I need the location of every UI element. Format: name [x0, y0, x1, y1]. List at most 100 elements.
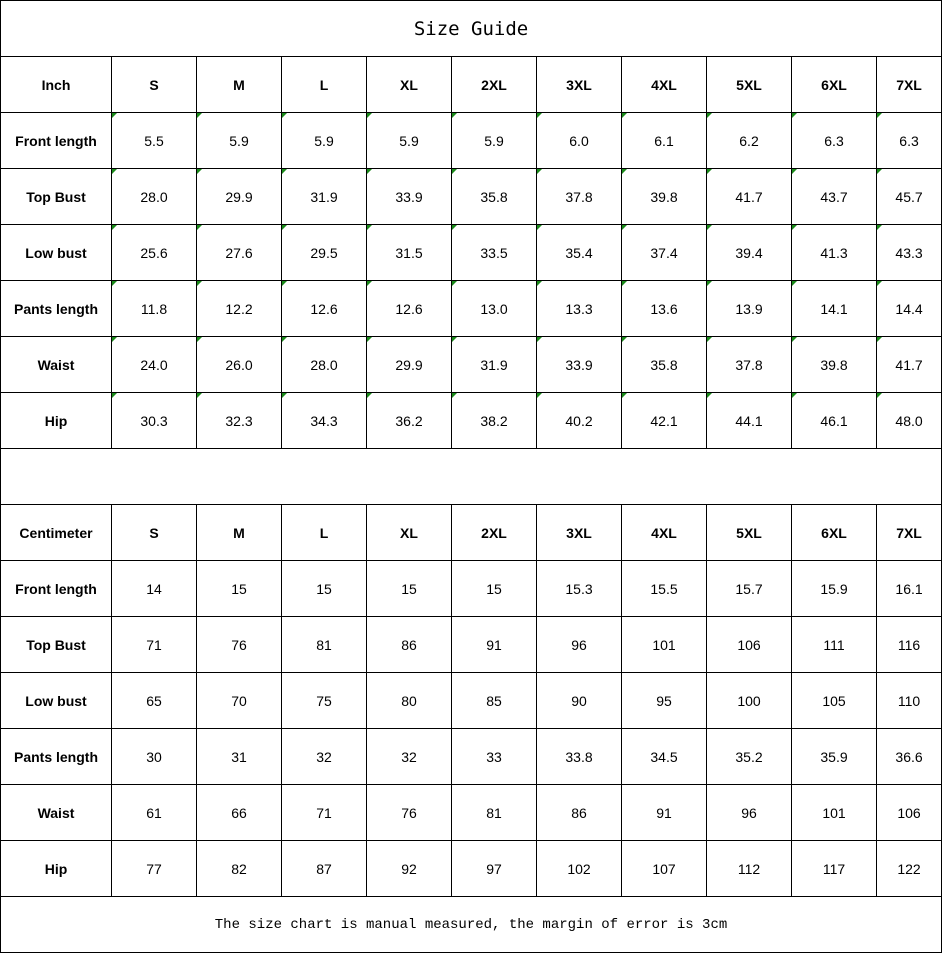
measurement-cell: 5.9	[196, 112, 282, 169]
measurement-cell: 95	[621, 672, 707, 729]
size-header: 2XL	[451, 504, 537, 561]
measurement-cell: 61	[111, 784, 197, 841]
row-label: Front length	[0, 560, 112, 617]
measurement-cell: 6.0	[536, 112, 622, 169]
measurement-cell: 35.8	[451, 168, 537, 225]
table-row: Pants length 11.8 12.2 12.6 12.6 13.0 13.3 13.6…	[0, 280, 942, 337]
size-header: M	[196, 504, 282, 561]
measurement-cell: 12.6	[366, 280, 452, 337]
measurement-cell: 15.5	[621, 560, 707, 617]
size-header: S	[111, 504, 197, 561]
measurement-cell: 100	[706, 672, 792, 729]
measurement-cell: 112	[706, 840, 792, 897]
measurement-cell: 96	[536, 616, 622, 673]
row-label: Pants length	[0, 280, 112, 337]
measurement-cell: 77	[111, 840, 197, 897]
measurement-cell: 15	[451, 560, 537, 617]
measurement-cell: 70	[196, 672, 282, 729]
measurement-cell: 13.0	[451, 280, 537, 337]
measurement-cell: 82	[196, 840, 282, 897]
measurement-cell: 86	[366, 616, 452, 673]
table-row: Waist 24.0 26.0 28.0 29.9 31.9 33.9 35.8 37.8 39.…	[0, 336, 942, 393]
measurement-cell: 101	[791, 784, 877, 841]
inch-header-row: Inch S M L XL 2XL 3XL 4XL 5XL 6XL 7XL	[0, 56, 942, 113]
measurement-cell: 41.7	[875, 336, 942, 393]
measurement-cell: 6.3	[875, 112, 942, 169]
measurement-cell: 71	[111, 616, 197, 673]
measurement-cell: 92	[366, 840, 452, 897]
centimeter-header-row: Centimeter S M L XL 2XL 3XL 4XL 5XL 6XL 7XL	[0, 504, 942, 561]
measurement-cell: 39.8	[791, 336, 877, 393]
measurement-cell: 42.1	[621, 392, 707, 449]
measurement-cell: 107	[621, 840, 707, 897]
row-label: Front length	[0, 112, 112, 169]
size-header: 7XL	[875, 56, 942, 113]
measurement-cell: 96	[706, 784, 792, 841]
measurement-cell: 30.3	[111, 392, 197, 449]
measurement-cell: 15	[366, 560, 452, 617]
measurement-cell: 14.4	[875, 280, 942, 337]
measurement-cell: 31.5	[366, 224, 452, 281]
table-row: Low bust 65 70 75 80 85 90 95 100 105 110	[0, 672, 942, 729]
measurement-cell: 81	[281, 616, 367, 673]
measurement-cell: 29.9	[196, 168, 282, 225]
measurement-cell: 37.4	[621, 224, 707, 281]
unit-label: Centimeter	[0, 504, 112, 561]
measurement-cell: 80	[366, 672, 452, 729]
measurement-cell: 106	[875, 784, 942, 841]
row-label: Hip	[0, 840, 112, 897]
measurement-cell: 35.8	[621, 336, 707, 393]
measurement-cell: 32	[281, 728, 367, 785]
table-title: Size Guide	[0, 0, 942, 57]
size-header: S	[111, 56, 197, 113]
measurement-cell: 45.7	[875, 168, 942, 225]
table-row: Top Bust 71 76 81 86 91 96 101 106 111 116	[0, 616, 942, 673]
row-label: Hip	[0, 392, 112, 449]
measurement-cell: 15.3	[536, 560, 622, 617]
measurement-cell: 13.3	[536, 280, 622, 337]
size-header: XL	[366, 56, 452, 113]
measurement-cell: 97	[451, 840, 537, 897]
measurement-cell: 36.2	[366, 392, 452, 449]
measurement-cell: 32	[366, 728, 452, 785]
measurement-cell: 33.5	[451, 224, 537, 281]
measurement-cell: 33.8	[536, 728, 622, 785]
table-row: Top Bust 28.0 29.9 31.9 33.9 35.8 37.8 39.8 41.7…	[0, 168, 942, 225]
measurement-cell: 12.6	[281, 280, 367, 337]
measurement-cell: 34.3	[281, 392, 367, 449]
measurement-cell: 102	[536, 840, 622, 897]
measurement-cell: 122	[875, 840, 942, 897]
measurement-cell: 29.5	[281, 224, 367, 281]
measurement-cell: 27.6	[196, 224, 282, 281]
unit-label: Inch	[0, 56, 112, 113]
measurement-cell: 28.0	[111, 168, 197, 225]
measurement-cell: 31.9	[281, 168, 367, 225]
row-label: Pants length	[0, 728, 112, 785]
table-row: Front length 5.5 5.9 5.9 5.9 5.9 6.0 6.1 6.2 6.3 6…	[0, 112, 942, 169]
measurement-cell: 85	[451, 672, 537, 729]
measurement-cell: 41.7	[706, 168, 792, 225]
measurement-cell: 43.7	[791, 168, 877, 225]
size-header: 2XL	[451, 56, 537, 113]
measurement-cell: 75	[281, 672, 367, 729]
measurement-cell: 37.8	[536, 168, 622, 225]
table-row: Hip 30.3 32.3 34.3 36.2 38.2 40.2 42.1 44.1 46.1 4…	[0, 392, 942, 449]
size-header: 5XL	[706, 56, 792, 113]
measurement-cell: 39.8	[621, 168, 707, 225]
measurement-cell: 111	[791, 616, 877, 673]
measurement-cell: 35.2	[706, 728, 792, 785]
size-header: 6XL	[791, 504, 877, 561]
measurement-cell: 6.1	[621, 112, 707, 169]
measurement-cell: 15	[196, 560, 282, 617]
table-row: Low bust 25.6 27.6 29.5 31.5 33.5 35.4 37.4 39.4…	[0, 224, 942, 281]
table-row: Front length 14 15 15 15 15 15.3 15.5 15.7 15.9 16…	[0, 560, 942, 617]
measurement-cell: 37.8	[706, 336, 792, 393]
table-row: Hip 77 82 87 92 97 102 107 112 117 122	[0, 840, 942, 897]
measurement-cell: 13.9	[706, 280, 792, 337]
measurement-cell: 91	[621, 784, 707, 841]
measurement-cell: 110	[875, 672, 942, 729]
measurement-cell: 39.4	[706, 224, 792, 281]
measurement-cell: 31	[196, 728, 282, 785]
measurement-cell: 12.2	[196, 280, 282, 337]
